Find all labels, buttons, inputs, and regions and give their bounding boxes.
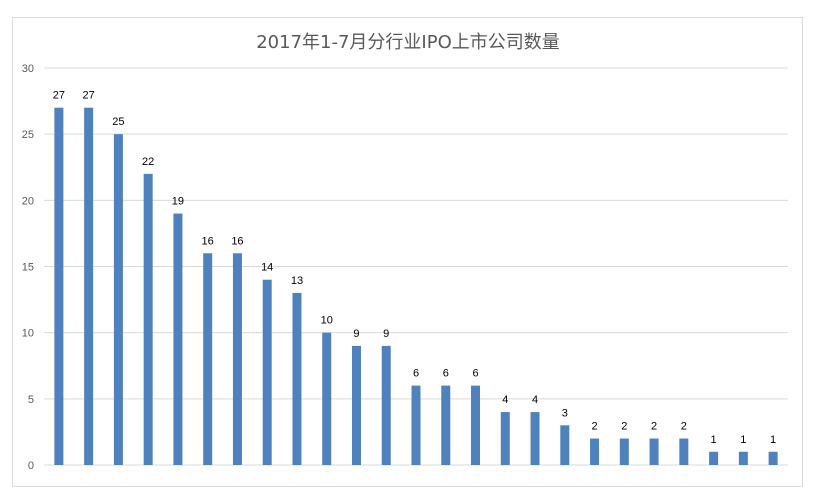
bar [649,438,659,465]
data-label: 16 [202,235,214,247]
data-label: 13 [291,275,303,287]
chart-title: 2017年1-7月分行业IPO上市公司数量 [256,32,560,53]
y-tick-label: 10 [22,328,34,340]
y-tick-label: 5 [28,394,34,406]
bar [173,213,183,465]
y-tick-label: 15 [22,262,34,274]
data-label: 2 [651,421,657,433]
bar [381,345,391,465]
bar [709,451,719,465]
bar [590,438,600,465]
y-tick-label: 25 [22,129,34,141]
bar [203,253,213,465]
y-tick-label: 30 [22,63,34,75]
data-label: 9 [383,328,389,340]
data-label: 1 [711,434,717,446]
bar [679,438,689,465]
bar [411,385,421,465]
bar [500,412,510,465]
data-label: 3 [562,407,568,419]
data-label: 10 [321,315,333,327]
data-label: 27 [83,90,95,102]
bar [619,438,629,465]
data-label: 2 [621,421,627,433]
bar [84,107,94,465]
bar [292,292,302,465]
data-label: 4 [532,394,538,406]
y-tick-label: 0 [28,460,34,472]
bar [143,173,153,465]
bar [738,451,748,465]
bar [560,425,570,465]
data-label: 19 [172,196,184,208]
bar [54,107,64,465]
bar [232,253,242,465]
data-label: 1 [770,434,776,446]
y-tick-label: 20 [22,195,34,207]
data-label: 2 [591,421,597,433]
bar [471,385,481,465]
data-label: 27 [53,90,65,102]
data-label: 1 [740,434,746,446]
bar [441,385,451,465]
bar [530,412,540,465]
bar [113,134,123,465]
bar [351,345,361,465]
data-label: 2 [681,421,687,433]
data-label: 22 [142,156,154,168]
bar [262,279,272,465]
data-label: 6 [413,368,419,380]
bar [768,451,778,465]
bar [322,332,332,465]
data-label: 4 [502,394,508,406]
data-label: 9 [353,328,359,340]
data-label: 16 [231,235,243,247]
data-label: 25 [112,116,124,128]
data-label: 14 [261,262,273,274]
data-label: 6 [443,368,449,380]
data-label: 6 [472,368,478,380]
